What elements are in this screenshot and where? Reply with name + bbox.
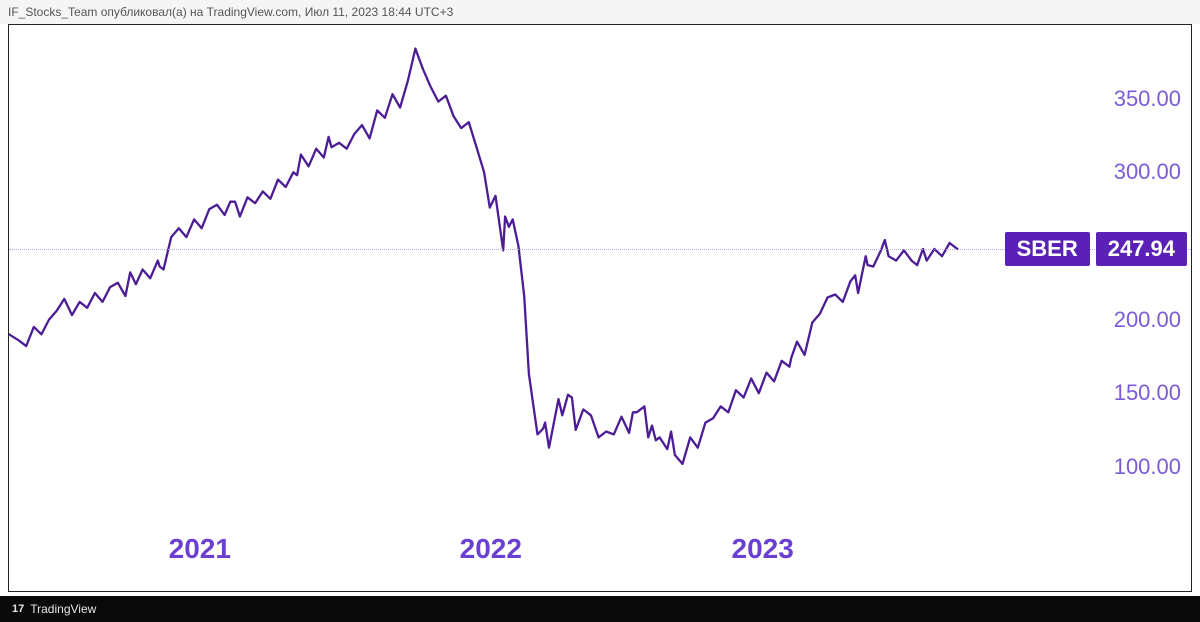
x-tick-label: 2021	[169, 533, 231, 565]
tradingview-label: TradingView	[30, 602, 96, 616]
price-badge-row: SBER 247.94	[1005, 232, 1187, 266]
ticker-badge: SBER	[1005, 232, 1090, 266]
y-tick-label: 200.00	[1114, 307, 1181, 333]
watermark-footer: 17 TradingView	[0, 596, 1200, 622]
last-price-badge: 247.94	[1096, 232, 1187, 266]
x-tick-label: 2023	[732, 533, 794, 565]
chart-frame: 100.00150.00200.00250.00300.00350.00 SBE…	[8, 24, 1192, 592]
y-tick-label: 150.00	[1114, 380, 1181, 406]
price-axis: 100.00150.00200.00250.00300.00350.00	[1071, 25, 1191, 511]
y-tick-label: 300.00	[1114, 159, 1181, 185]
publish-header: IF_Stocks_Team опубликовал(а) на Trading…	[0, 0, 1200, 24]
y-tick-label: 100.00	[1114, 454, 1181, 480]
price-line-chart[interactable]	[9, 25, 963, 511]
x-tick-label: 2022	[460, 533, 522, 565]
tradingview-logo-icon: 17	[12, 603, 24, 615]
y-tick-label: 350.00	[1114, 86, 1181, 112]
time-axis: 2021 2022 2023	[9, 511, 963, 591]
publish-text: IF_Stocks_Team опубликовал(а) на Trading…	[8, 5, 453, 19]
